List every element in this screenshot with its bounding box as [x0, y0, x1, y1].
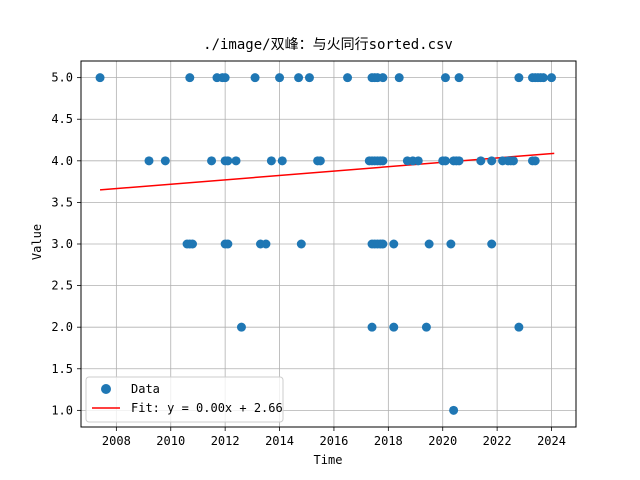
data-point: [231, 156, 241, 166]
x-tick-label: 2024: [537, 434, 566, 448]
data-point: [207, 156, 217, 166]
data-point: [454, 73, 464, 83]
data-point: [389, 322, 399, 332]
data-point: [538, 73, 548, 83]
x-tick-label: 2018: [374, 434, 403, 448]
data-point: [144, 156, 154, 166]
data-point: [424, 239, 434, 249]
data-point: [378, 73, 388, 83]
data-point: [95, 73, 105, 83]
data-point: [449, 405, 459, 415]
data-point: [250, 73, 260, 83]
data-point: [296, 239, 306, 249]
data-point: [160, 156, 170, 166]
y-tick-label: 4.0: [51, 154, 73, 168]
data-point: [378, 156, 388, 166]
x-tick-label: 2010: [156, 434, 185, 448]
data-point: [367, 322, 377, 332]
x-tick-label: 2016: [319, 434, 348, 448]
data-point: [223, 239, 233, 249]
data-point: [487, 156, 497, 166]
data-point: [454, 156, 464, 166]
x-axis-ticks: 2008 2010 2012 2014 2016 2018 2020 2022 2024: [102, 427, 566, 448]
data-point: [421, 322, 431, 332]
data-point: [440, 73, 450, 83]
y-tick-label: 1.5: [51, 362, 73, 376]
data-point: [389, 239, 399, 249]
y-tick-label: 2.0: [51, 320, 73, 334]
legend-box: [85, 376, 284, 423]
data-point: [236, 322, 246, 332]
data-point: [294, 73, 304, 83]
data-point: [277, 156, 287, 166]
data-point: [394, 73, 404, 83]
legend-fit-label: Fit: y = 0.00x + 2.66: [131, 401, 283, 415]
data-point: [315, 156, 325, 166]
x-tick-label: 2014: [265, 434, 294, 448]
data-point: [487, 239, 497, 249]
data-point: [476, 156, 486, 166]
data-point: [220, 73, 230, 83]
data-point: [343, 73, 353, 83]
x-tick-label: 2008: [102, 434, 131, 448]
data-point: [514, 73, 524, 83]
data-point: [185, 73, 195, 83]
data-point: [275, 73, 285, 83]
data-points: [95, 73, 557, 415]
y-tick-label: 1.0: [51, 403, 73, 417]
data-point: [547, 73, 557, 83]
x-tick-label: 2022: [483, 434, 512, 448]
data-point: [223, 156, 233, 166]
data-point: [378, 239, 388, 249]
x-axis-label: Time: [314, 453, 343, 467]
data-point: [261, 239, 271, 249]
data-point: [266, 156, 276, 166]
y-axis-ticks: 1.0 1.5 2.0 2.5 3.0 3.5 4.0 4.5 5.0: [51, 71, 81, 417]
legend: Data Fit: y = 0.00x + 2.66: [85, 376, 284, 423]
x-tick-label: 2012: [211, 434, 240, 448]
y-tick-label: 3.5: [51, 195, 73, 209]
chart-title: ./image/双峰：与火同行sorted.csv: [203, 37, 453, 53]
grid: [81, 61, 576, 427]
data-point: [440, 156, 450, 166]
data-point: [413, 156, 423, 166]
data-point: [514, 322, 524, 332]
data-point: [530, 156, 540, 166]
data-point: [508, 156, 518, 166]
legend-data-marker: [101, 384, 111, 394]
y-tick-label: 3.0: [51, 237, 73, 251]
y-tick-label: 5.0: [51, 71, 73, 85]
y-tick-label: 4.5: [51, 112, 73, 126]
x-tick-label: 2020: [428, 434, 457, 448]
y-tick-label: 2.5: [51, 279, 73, 293]
legend-data-label: Data: [131, 382, 160, 396]
data-point: [446, 239, 456, 249]
y-axis-label: Value: [30, 224, 44, 260]
data-point: [188, 239, 198, 249]
data-point: [304, 73, 314, 83]
